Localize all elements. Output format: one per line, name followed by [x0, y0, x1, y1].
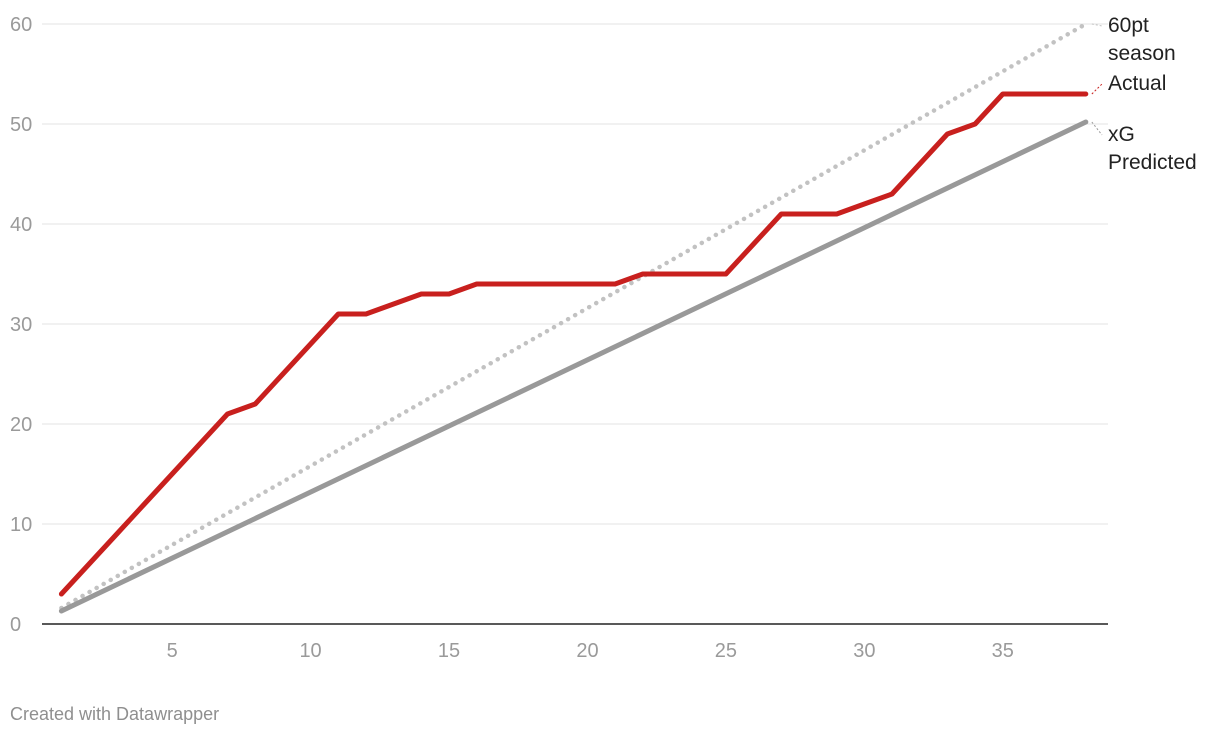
y-tick-label-10: 10 — [10, 514, 32, 536]
series-label-line: season — [1108, 42, 1176, 65]
series-label-line: 60pt — [1108, 14, 1149, 37]
x-tick-label-30: 30 — [853, 640, 875, 662]
series-label-connector-xg-predicted — [1091, 121, 1103, 136]
series-label-actual: Actual — [1108, 72, 1166, 95]
y-tick-label-20: 20 — [10, 414, 32, 436]
y-tick-label-0: 0 — [10, 614, 21, 636]
gridlines — [42, 23, 1108, 625]
footer-credit: Created with Datawrapper — [10, 704, 220, 724]
series-label-connector-actual — [1091, 83, 1103, 95]
x-tick-label-20: 20 — [576, 640, 598, 662]
series-label-60pt-season: 60pt season — [1108, 14, 1176, 65]
series-label-xg-predicted: xG Predicted — [1108, 123, 1197, 174]
y-tick-label-40: 40 — [10, 214, 32, 236]
x-axis-ticks: 5 10 15 20 25 30 35 — [167, 640, 1014, 662]
line-chart: 0 10 20 30 40 50 60 5 10 15 20 25 30 35 60pt season xG… — [10, 14, 1197, 662]
x-tick-label-35: 35 — [992, 640, 1014, 662]
y-tick-label-50: 50 — [10, 114, 32, 136]
series-label-line: xG — [1108, 123, 1135, 146]
series-labels: 60pt season xG Predicted Actual — [1091, 14, 1197, 174]
y-axis-ticks: 0 10 20 30 40 50 60 — [10, 14, 32, 636]
x-tick-label-25: 25 — [715, 640, 737, 662]
series-line-actual — [58, 91, 1089, 597]
x-tick-label-5: 5 — [167, 640, 178, 662]
series-label-line: Actual — [1108, 72, 1166, 95]
y-tick-label-60: 60 — [10, 14, 32, 36]
series-line-xg-predicted — [58, 119, 1089, 614]
x-tick-label-15: 15 — [438, 640, 460, 662]
y-tick-label-30: 30 — [10, 314, 32, 336]
series-line-60pt-season — [59, 21, 1089, 611]
series-label-line: Predicted — [1108, 151, 1197, 174]
x-tick-label-10: 10 — [299, 640, 321, 662]
series-label-connector-60pt-season — [1091, 23, 1103, 27]
series-lines — [58, 21, 1089, 614]
